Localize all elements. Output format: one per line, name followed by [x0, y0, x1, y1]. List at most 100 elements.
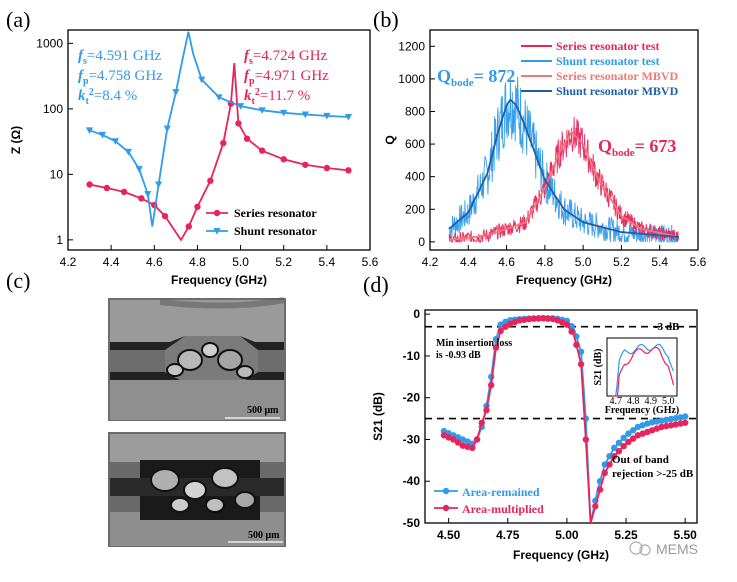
panel-b-ytick-label: 1200	[398, 39, 425, 53]
panel-a-legend-marker	[213, 228, 221, 235]
panel-d-point-multiplied	[469, 444, 476, 452]
panel-b-shunt-test	[448, 76, 679, 244]
panel-d-point-remained	[681, 413, 689, 420]
panel-a-point-series	[185, 223, 192, 230]
panel-d-point-multiplied	[677, 420, 684, 427]
panel-d-point-multiplied	[473, 436, 481, 443]
panel-a-xtick-label: 5.2	[275, 255, 292, 269]
panel-d-ytick-label: -40	[403, 474, 421, 488]
panel-b-series-mbvd	[449, 130, 680, 242]
panel-a-point-shunt	[124, 148, 132, 156]
panel-a-point-shunt	[111, 138, 120, 145]
scale-bar-bottom: 500 μm	[248, 530, 280, 541]
panel-d-point-remained	[629, 427, 637, 434]
panel-d-label: (d)	[363, 272, 389, 297]
inset-frame	[606, 337, 678, 397]
panel-d-point-multiplied	[563, 321, 571, 328]
panel-d-point-multiplied	[606, 461, 613, 468]
panel-d: (d) 4.50 4.75 5.00 5.25 5.50 0 -10 -20 -30 -40 -50…	[363, 272, 698, 562]
panel-d-point-multiplied	[488, 381, 495, 389]
panel-d-point-multiplied	[568, 328, 575, 335]
panel-d-ytick-label: -10	[403, 349, 421, 363]
panel-b-xtick-label: 4.2	[422, 255, 439, 269]
panel-d-point-remained	[606, 452, 613, 460]
panel-a-point-shunt	[344, 114, 353, 121]
panel-d-point-remained	[658, 417, 665, 424]
panel-b-shunt-mbvd	[448, 98, 679, 238]
inset-ylabel: S21 (dB)	[593, 349, 604, 386]
panel-b-ylabel: Q	[383, 135, 397, 144]
panel-a-point-shunt	[144, 191, 152, 198]
panel-a-point-shunt	[301, 111, 309, 119]
panel-b-xtick-label: 5.0	[575, 255, 592, 269]
panel-d-point-remained	[620, 434, 627, 441]
inset-xtick-label: 4.8	[627, 396, 640, 407]
panel-a-point-series	[302, 161, 309, 168]
panel-b-xtick-label: 4.6	[498, 255, 515, 269]
series-kt2: kt2=11.7 %	[244, 87, 310, 107]
panel-a-point-series	[235, 120, 242, 127]
watermark: MEMS	[629, 541, 698, 557]
panel-a-point-series	[194, 203, 201, 210]
panel-d-point-remained	[601, 461, 608, 468]
panel-a-ytick-label: 1000	[36, 36, 63, 50]
micrograph-bottom: 500 μm	[108, 432, 286, 547]
panel-d-point-multiplied	[544, 315, 552, 322]
panel-a-point-shunt	[215, 94, 223, 101]
panel-b-ytick-label: 1000	[398, 72, 425, 86]
panel-a-point-shunt	[323, 112, 331, 120]
panel-a-xtick-label: 5.4	[319, 255, 336, 269]
panel-a-point-series	[258, 147, 266, 154]
panel-d-point-multiplied	[596, 486, 604, 493]
panel-a-point-shunt	[85, 127, 94, 134]
panel-d-point-remained	[577, 348, 585, 355]
panel-b-legend-label: Series resonator MBVD	[556, 69, 679, 83]
panel-b-label: (b)	[373, 7, 399, 32]
panel-d-legend: Area-remained Area-multiplied	[434, 485, 544, 516]
panel-a-legend-marker	[213, 209, 221, 217]
oob-line1: Out of band	[612, 454, 669, 466]
panel-d-ytick-label: 0	[413, 307, 420, 321]
panel-a-xtick-label: 4.6	[146, 255, 163, 269]
panel-b-ytick-label: 600	[405, 137, 425, 151]
panel-a-point-series	[323, 164, 331, 172]
series-annotation: fs=4.724 GHz fp=4.971 GHz kt2=11.7 %	[244, 48, 329, 107]
panel-a-xlabel: Frequency (GHz)	[171, 273, 267, 287]
watermark-text: MEMS	[656, 541, 698, 557]
panel-d-point-remained	[672, 414, 679, 422]
panel-a-point-shunt	[280, 109, 288, 117]
panel-a-point-series	[138, 195, 145, 202]
panel-b-xtick-label: 4.8	[537, 255, 554, 269]
panel-b-frame	[429, 29, 699, 251]
panel-a-point-series	[103, 184, 111, 192]
panel-d-ytick-label: -50	[403, 516, 421, 530]
panel-d-point-multiplied	[615, 447, 623, 455]
panel-b-xtick-label: 4.4	[460, 255, 477, 269]
panel-d-point-remained	[611, 444, 618, 452]
micrograph-top: 500 μm	[108, 297, 286, 421]
panel-d-point-remained	[667, 415, 675, 423]
q-bode-shunt: Qbode= 872	[437, 66, 515, 89]
shunt-fs: fs=4.591 GHz	[78, 48, 162, 67]
panel-d-xlabel: Frequency (GHz)	[513, 548, 609, 562]
q-bode-series: Qbode= 673	[598, 136, 676, 159]
panel-d-ytick-label: -30	[403, 432, 421, 446]
panel-d-point-multiplied	[601, 469, 608, 477]
panel-d-point-multiplied	[663, 422, 670, 430]
panel-b-ytick-label: 400	[405, 170, 425, 184]
panel-c-label: (c)	[6, 268, 30, 293]
panel-a-xtick-label: 5.6	[362, 255, 379, 269]
panel-a: (a) 4.2 4.4 4.6 4.8 5.0 5.2 5.4 5.6 1 10 100 1000 Fr…	[6, 7, 379, 287]
panel-a-point-series	[120, 188, 128, 196]
panel-a-ylabel: Z (Ω)	[9, 126, 23, 154]
panel-d-xtick-label: 4.75	[496, 528, 520, 542]
panel-a-point-series	[207, 177, 214, 184]
panel-d-point-multiplied	[516, 317, 523, 324]
panel-d-point-multiplied	[540, 315, 547, 322]
panel-a-ytick-label: 1	[56, 233, 63, 247]
panel-a-point-shunt	[258, 107, 266, 114]
panel-d-point-multiplied	[577, 361, 585, 368]
panel-d-point-multiplied	[611, 452, 618, 460]
panel-d-point-multiplied	[620, 442, 627, 450]
